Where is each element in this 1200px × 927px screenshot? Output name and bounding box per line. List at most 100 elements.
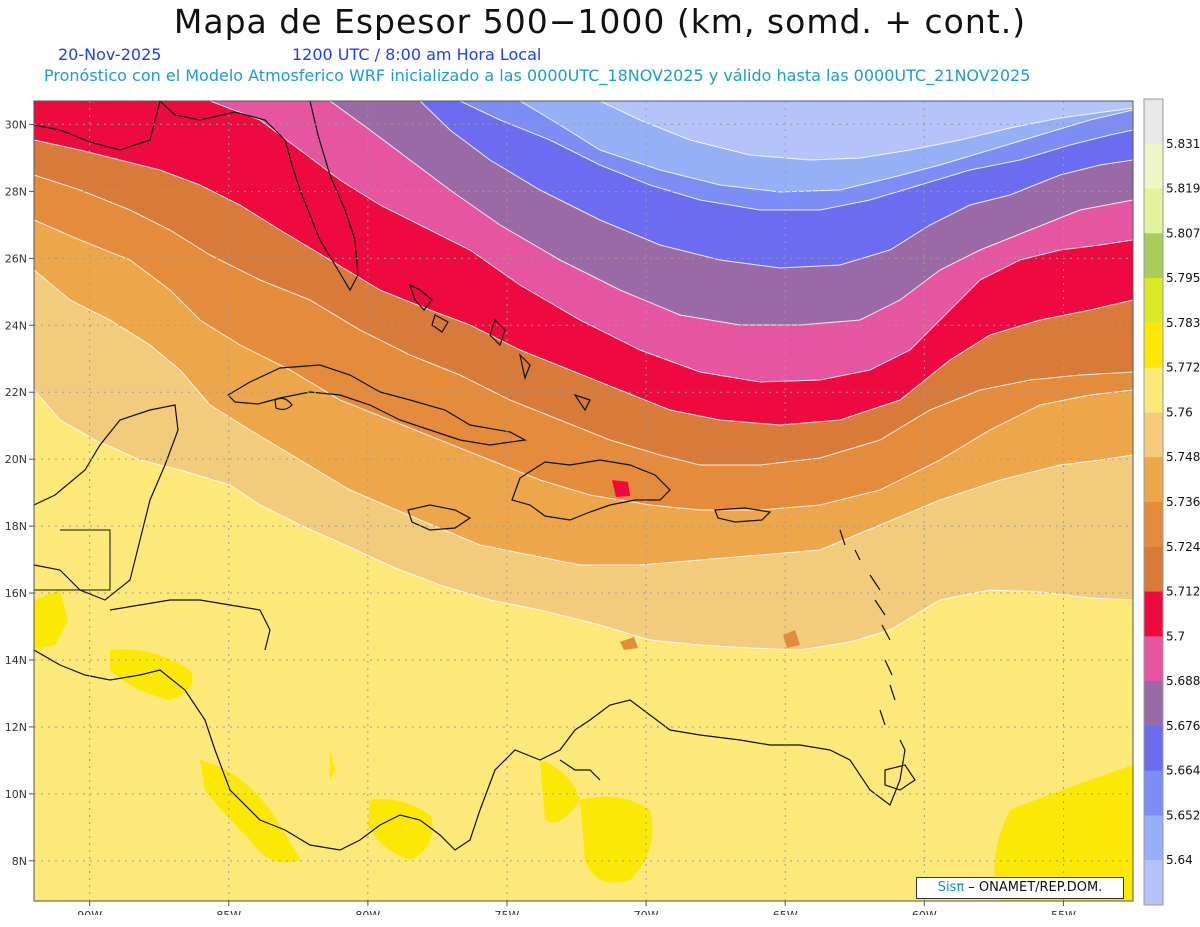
border-mexico — [34, 529, 111, 591]
lat-label: 30N — [5, 118, 27, 131]
colorbar-swatch — [1144, 770, 1163, 816]
lat-label: 24N — [5, 319, 27, 332]
local-patches — [34, 480, 1133, 901]
lat-label: 10N — [5, 788, 27, 801]
forecast-time: 1200 UTC / 8:00 am Hora Local — [292, 45, 542, 64]
coast-jamaica — [407, 504, 472, 531]
coast-yucatan — [34, 404, 179, 601]
coast-puerto-rico — [714, 507, 772, 523]
lon-label: 90W — [77, 909, 102, 915]
colorbar: 5.831 5.819 5.807 5.795 5.783 5.772 5.76 5.748 5… — [1143, 98, 1200, 906]
patch-yellow-small — [330, 750, 335, 780]
credit-org: – ONAMET/REP.DOM. — [964, 880, 1103, 895]
contour-5-676 — [329, 101, 1133, 326]
patch-yellow-colombia — [540, 760, 580, 823]
band-5-628 — [34, 101, 1133, 160]
patch-yellow-west — [34, 590, 68, 650]
thickness-map: 30N 28N 26N 24N 22N 20N 18N 16N 14N 12N 10N 8N 90W 8… — [5, 98, 1200, 915]
lon-label: 65W — [773, 909, 798, 915]
colorbar-label: 5.76 — [1166, 405, 1193, 419]
contour-5-664 — [419, 101, 1133, 269]
lon-label: 75W — [495, 909, 520, 915]
colorbar-swatch — [1144, 322, 1163, 369]
lat-label: 8N — [12, 855, 27, 868]
patch-yellow-andes — [580, 796, 653, 883]
colorbar-swatch — [1144, 278, 1163, 324]
contour-5-628 — [599, 101, 1133, 161]
coast-cuba — [227, 364, 527, 446]
colorbar-label: 5.772 — [1166, 361, 1200, 375]
contour-5-652 — [459, 101, 1133, 211]
coast-central-america — [34, 649, 906, 851]
thickness-bands — [34, 101, 1133, 650]
colorbar-label: 5.831 — [1166, 137, 1200, 151]
contour-5-688 — [209, 101, 1133, 383]
lon-label: 85W — [216, 909, 241, 915]
coast-honduras — [109, 599, 271, 651]
patch-yellow-guyana — [994, 765, 1133, 901]
lat-label: 28N — [5, 185, 27, 198]
colorbar-swatch — [1144, 546, 1163, 593]
patch-yellow-costa-rica — [200, 760, 300, 863]
colorbar-label: 5.712 — [1166, 585, 1200, 599]
contour-5-7 — [34, 139, 1133, 426]
coast-bahamas-5 — [573, 393, 591, 412]
lon-label: 70W — [634, 909, 659, 915]
colorbar-swatch — [1144, 636, 1163, 682]
colorbar-swatch — [1144, 188, 1163, 234]
colorbar-label: 5.64 — [1166, 853, 1193, 867]
credit-brand: Sisπ — [937, 880, 965, 895]
lat-label: 18N — [5, 520, 27, 533]
patch-yellow-panama — [368, 799, 433, 860]
credit-box: Sisπ – ONAMET/REP.DOM. — [916, 877, 1124, 899]
plot-frame — [33, 100, 1134, 902]
coast-hispaniola — [511, 459, 671, 521]
coastlines — [34, 101, 916, 851]
coast-bahamas-1 — [408, 283, 433, 311]
map-title: Mapa de Espesor 500−1000 (km, somd. + co… — [173, 2, 1027, 41]
colorbar-swatch — [1144, 233, 1163, 279]
patch-red-hispaniola — [612, 480, 630, 497]
contour-5-736 — [34, 269, 1133, 566]
coast-bahamas-3 — [489, 318, 506, 347]
latitude-labels: 30N 28N 26N 24N 22N 20N 18N 16N 14N 12N 10N 8N — [5, 118, 27, 867]
coast-gulf — [34, 101, 161, 151]
contour-5-748 — [34, 389, 1133, 651]
coast-lesser-antilles — [839, 529, 906, 751]
lat-label: 12N — [5, 721, 27, 734]
colorbar-label: 5.688 — [1166, 674, 1200, 688]
patch-orange-east — [783, 630, 800, 648]
colorbar-swatch — [1144, 457, 1163, 503]
plot-area — [34, 101, 1133, 901]
colorbar-swatch — [1144, 860, 1163, 906]
lat-label: 14N — [5, 654, 27, 667]
longitude-labels: 90W 85W 80W 75W 70W 65W 60W 55W — [77, 909, 1076, 915]
lat-label: 20N — [5, 453, 27, 466]
lon-label: 60W — [912, 909, 937, 915]
graticule — [34, 101, 1133, 901]
colorbar-label: 5.783 — [1166, 316, 1200, 330]
forecast-date: 20-Nov-2025 — [58, 45, 162, 64]
colorbar-swatch — [1144, 367, 1163, 413]
colorbar-label: 5.736 — [1166, 495, 1200, 509]
colorbar-label: 5.7 — [1166, 629, 1185, 643]
lon-label: 55W — [1051, 909, 1076, 915]
coast-bahamas-2 — [431, 314, 449, 333]
contour-5-724 — [34, 219, 1133, 511]
colorbar-swatch — [1144, 815, 1163, 861]
contour-lines — [34, 101, 1133, 651]
contour-5-712 — [34, 174, 1133, 466]
colorbar-swatch — [1144, 412, 1163, 458]
coast-isla-juventud — [274, 397, 293, 411]
patch-orange-caribbean — [620, 637, 638, 650]
lat-label: 22N — [5, 386, 27, 399]
lon-label: 80W — [355, 909, 380, 915]
colorbar-swatch — [1144, 99, 1163, 145]
colorbar-label: 5.724 — [1166, 540, 1200, 554]
colorbar-label: 5.664 — [1166, 764, 1200, 778]
contour-5-64 — [519, 101, 1133, 193]
colorbar-label: 5.795 — [1166, 271, 1200, 285]
colorbar-swatch — [1144, 143, 1163, 190]
coast-trinidad — [884, 764, 916, 791]
colorbar-label: 5.748 — [1166, 450, 1200, 464]
